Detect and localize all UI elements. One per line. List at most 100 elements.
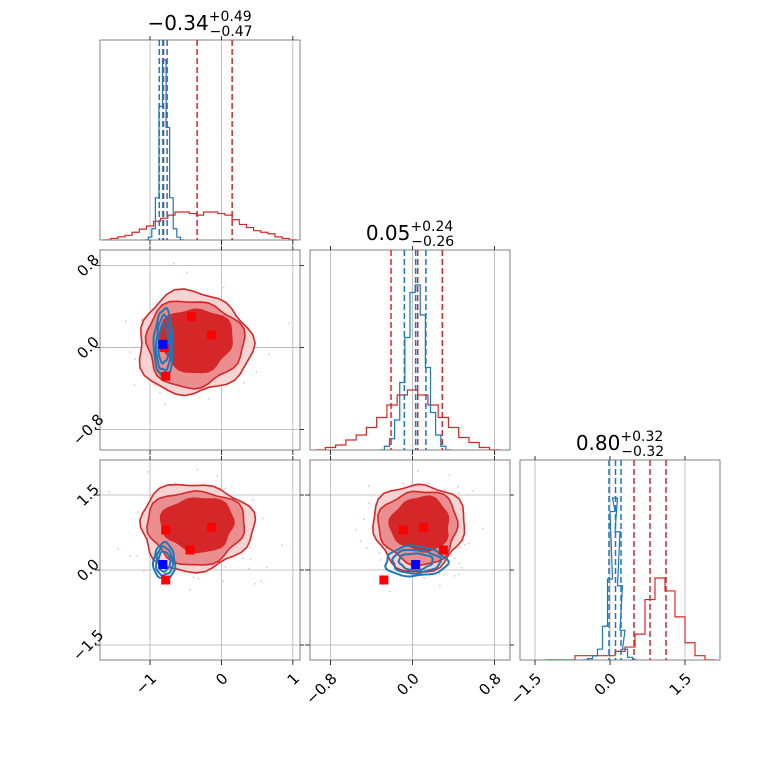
sample-point [428, 482, 430, 485]
sample-point [241, 557, 244, 559]
x-tick-label: 1.5 [666, 670, 696, 700]
gridlines-0-0 [149, 40, 294, 240]
sample-point [136, 511, 139, 513]
sample-point [251, 499, 254, 501]
blue-histogram [582, 497, 638, 660]
sample-point [222, 287, 225, 289]
panel-frame-1-1 [309, 249, 511, 451]
sample-point [423, 577, 425, 579]
sample-point [458, 562, 460, 564]
red-histogram [103, 211, 297, 240]
x-tick-label: −1.5 [507, 670, 545, 708]
title-value: −0.34 [147, 11, 208, 35]
sample-point [255, 371, 258, 374]
sample-point [438, 573, 440, 575]
sample-point [171, 569, 174, 572]
panel-frame-0-0 [99, 39, 301, 241]
sample-point [288, 322, 290, 325]
sample-point [134, 358, 136, 360]
red-marker [206, 330, 216, 340]
sample-point [417, 470, 419, 472]
diagonal-panel-0 [103, 40, 297, 240]
title-lower-error: −0.47 [210, 24, 253, 40]
red-contour-inner [159, 497, 235, 554]
sample-point [457, 486, 459, 488]
scatter-panel-2-1 [355, 470, 484, 592]
sample-point [174, 482, 177, 485]
sample-point [379, 559, 382, 561]
sample-point [378, 552, 381, 554]
x-tick-label: 0.8 [475, 670, 505, 700]
red-marker [185, 545, 195, 555]
red-contour-inner [388, 495, 450, 553]
sample-point [248, 567, 250, 570]
sample-point [220, 573, 222, 576]
blue-marker [158, 560, 168, 569]
sample-point [196, 468, 199, 471]
sample-point [363, 518, 365, 520]
sample-point [224, 566, 227, 568]
sample-point [143, 570, 145, 573]
gridlines-1-1 [330, 250, 496, 450]
red-marker [161, 575, 171, 585]
panel-title-0: −0.34+0.49 −0.47 [147, 9, 252, 40]
sample-point [454, 557, 456, 560]
sample-point [129, 351, 131, 353]
sample-point [459, 546, 462, 549]
sample-point [268, 353, 270, 356]
sample-point [389, 590, 391, 592]
red-marker [206, 523, 216, 532]
sample-point [367, 502, 370, 505]
blue-contour [397, 552, 434, 572]
red-histogram [315, 389, 500, 450]
panel-title-2: 0.80+0.32 −0.32 [576, 429, 664, 460]
y-tick-label: 0.0 [73, 333, 103, 363]
title-lower-error: −0.26 [411, 234, 454, 250]
sample-point [141, 318, 143, 320]
title-upper-error: +0.32 [620, 429, 663, 445]
sample-point [106, 346, 108, 349]
diagonal-panel-1 [315, 250, 500, 450]
blue-marker [158, 339, 168, 349]
sample-point [367, 485, 370, 487]
sample-point [472, 490, 474, 492]
title-upper-error: +0.49 [209, 9, 252, 25]
sample-point [125, 320, 127, 323]
y-tick-label: 0.0 [73, 555, 103, 585]
blue-marker [411, 560, 421, 569]
x-tick-label: 1 [284, 670, 303, 689]
sample-point [222, 580, 224, 582]
axis-ticks-0-0 [149, 36, 294, 245]
sample-point [94, 324, 96, 326]
sample-point [402, 483, 405, 485]
sample-point [189, 589, 191, 591]
sample-point [265, 566, 268, 568]
sample-point [462, 539, 465, 542]
sample-point [444, 488, 446, 491]
axis-ticks-1-0 [95, 246, 304, 455]
sample-point [231, 485, 233, 488]
axis-ticks-1-1 [330, 246, 496, 455]
sample-point [463, 543, 466, 546]
axis-ticks-2-2 [534, 456, 686, 665]
sample-point [249, 558, 252, 560]
sample-point [208, 398, 210, 400]
sample-point [141, 319, 143, 322]
sample-point [262, 517, 264, 520]
sample-point [216, 475, 218, 477]
sample-point [197, 578, 200, 580]
sample-point [481, 527, 484, 530]
y-tick-label: 1.5 [73, 480, 103, 510]
sample-point [164, 403, 166, 406]
sample-point [153, 384, 156, 386]
sample-point [439, 585, 441, 587]
title-value: 0.80 [576, 431, 621, 455]
sample-point [468, 542, 470, 545]
title-upper-error: +0.24 [410, 219, 453, 235]
sample-point [117, 547, 119, 550]
sample-point [147, 471, 149, 473]
blue-contour [391, 548, 443, 575]
sample-point [458, 492, 460, 494]
sample-point [454, 575, 456, 577]
x-tick-label: 0.0 [393, 670, 423, 700]
